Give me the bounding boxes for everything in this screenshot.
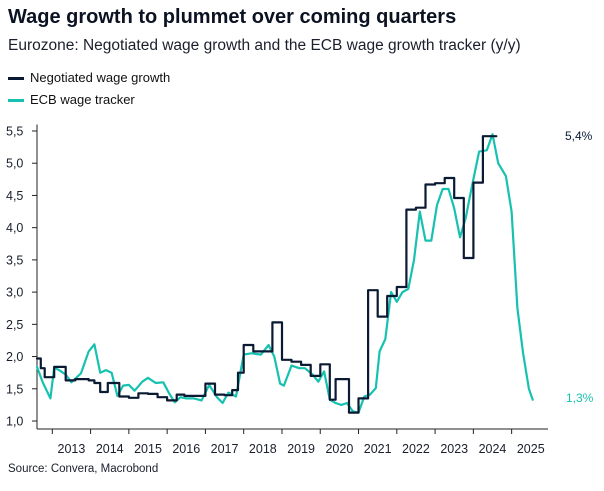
x-tick-label: 2024 <box>479 442 507 456</box>
y-tick-label: 4,5 <box>6 189 23 203</box>
y-tick-label: 1,0 <box>6 415 23 429</box>
legend-item-negotiated: Negotiated wage growth <box>8 67 170 89</box>
y-tick-label: 3,5 <box>6 253 23 267</box>
y-tick-label: 2,5 <box>6 318 23 332</box>
chart-title: Wage growth to plummet over coming quart… <box>8 6 457 28</box>
x-tick-label: 2023 <box>440 442 468 456</box>
y-tick-label: 1,5 <box>6 382 23 396</box>
axes: 1,0 1,5 2,0 2,5 3,0 3,5 4,0 4,5 5,0 5,5 2013 2014 20… <box>6 125 548 456</box>
x-tick-label: 2019 <box>287 442 315 456</box>
y-tick-label: 4,0 <box>6 221 23 235</box>
x-tick-label: 2014 <box>96 442 124 456</box>
y-tick-label: 3,0 <box>6 286 23 300</box>
x-tick-label: 2017 <box>211 442 239 456</box>
legend-item-tracker: ECB wage tracker <box>8 89 170 111</box>
legend: Negotiated wage growth ECB wage tracker <box>8 67 170 111</box>
y-tick-label: 5,0 <box>6 157 23 171</box>
series-line-tracker <box>35 133 534 414</box>
series-line-negotiated <box>35 135 498 414</box>
end-label-negotiated: 5,4% <box>565 129 593 143</box>
legend-label-tracker: ECB wage tracker <box>30 92 135 107</box>
x-tick-label: 2025 <box>517 442 545 456</box>
end-labels: 5,4% 1,3% <box>565 129 594 405</box>
series-group <box>35 133 534 414</box>
legend-label-negotiated: Negotiated wage growth <box>30 70 171 85</box>
legend-swatch-negotiated <box>8 76 24 80</box>
x-tick-label: 2018 <box>249 442 277 456</box>
source-note: Source: Convera, Macrobond <box>8 463 159 475</box>
x-tick-label: 2013 <box>58 442 86 456</box>
x-tick-label: 2016 <box>172 442 200 456</box>
chart-subtitle: Eurozone: Negotiated wage growth and the… <box>8 37 521 54</box>
x-tick-label: 2020 <box>325 442 353 456</box>
x-tick-label: 2021 <box>364 442 392 456</box>
end-label-tracker: 1,3% <box>566 391 594 405</box>
x-tick-label: 2022 <box>402 442 430 456</box>
legend-swatch-tracker <box>8 98 24 102</box>
x-tick-label: 2015 <box>134 442 162 456</box>
y-tick-label: 2,0 <box>6 350 23 364</box>
y-tick-label: 5,5 <box>6 125 23 139</box>
